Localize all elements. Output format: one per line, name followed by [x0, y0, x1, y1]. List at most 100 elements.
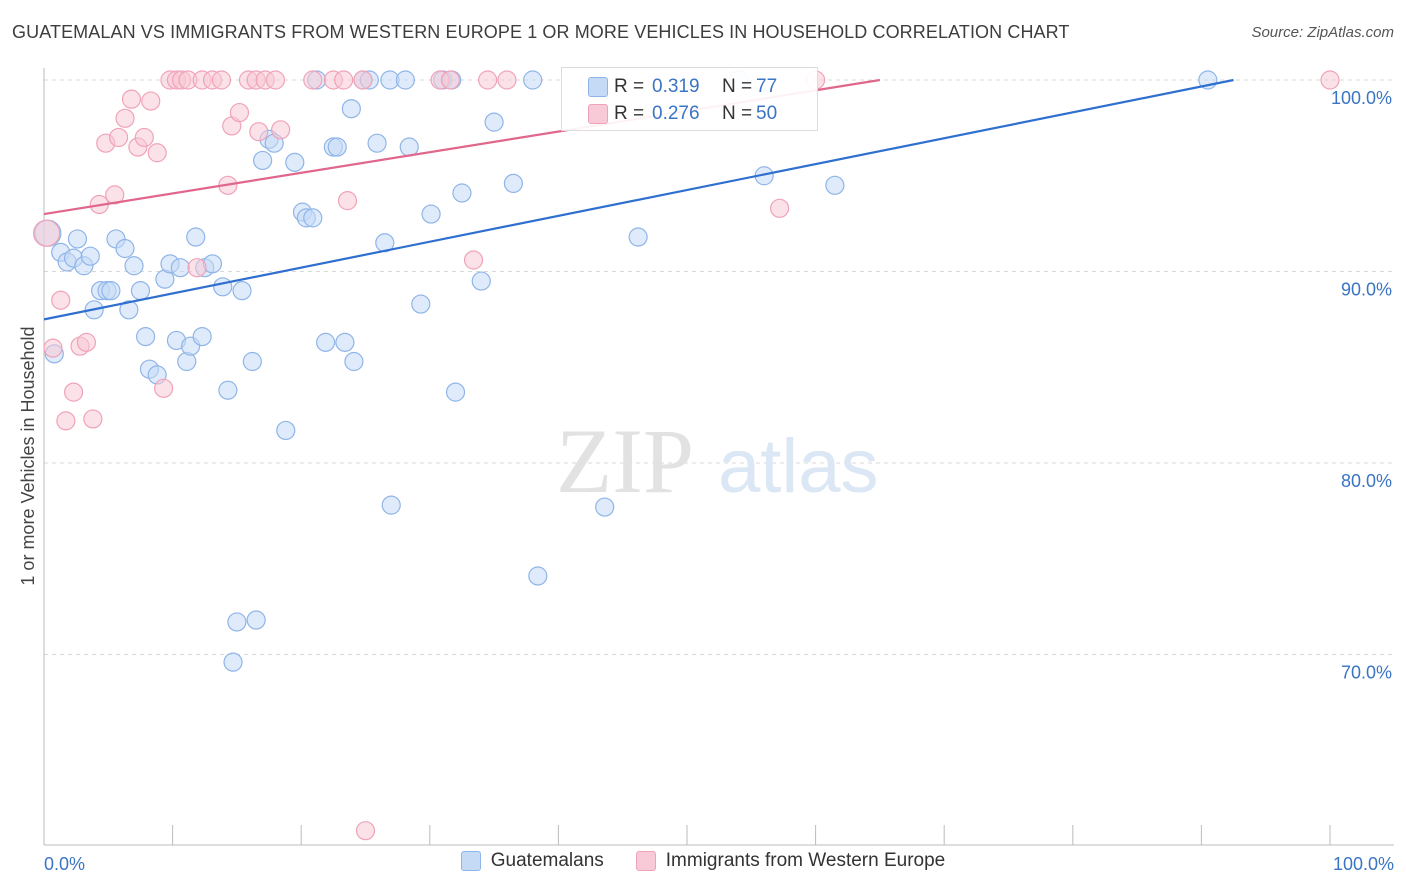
watermark-zip: ZIP: [556, 410, 694, 512]
immigrants-point: [211, 70, 232, 90]
x-tick-label-min: 0.0%: [44, 854, 85, 874]
guatemalans-point: [253, 150, 273, 171]
guatemalans-point: [218, 380, 238, 400]
immigrants-point: [141, 91, 161, 111]
immigrants-point: [337, 191, 358, 211]
guatemalans-point: [367, 133, 387, 153]
guatemalans-point: [421, 204, 441, 224]
guatemalans-point: [232, 281, 252, 301]
guatemalans-point: [285, 152, 305, 172]
axes: [43, 68, 1394, 846]
guatemalans-point: [399, 137, 419, 157]
guatemalans-point: [335, 332, 355, 352]
immigrants-point: [265, 70, 286, 90]
immigrants-point: [271, 120, 291, 140]
legend-swatch-guatemalans: [588, 77, 608, 97]
immigrants-point: [134, 127, 154, 148]
y-tick-label-80: 80.0%: [1341, 471, 1392, 491]
n-label: N =: [722, 76, 753, 97]
guatemalans-point: [327, 137, 347, 157]
immigrants-point: [56, 411, 76, 431]
guatemalans-point: [595, 497, 615, 517]
immigrants-point: [147, 143, 167, 163]
guatemalans-point: [124, 256, 144, 276]
immigrants-point: [440, 70, 460, 90]
guatemalans-trend-line: [43, 78, 1234, 321]
guatemalans-point: [186, 227, 206, 247]
immigrants-point: [478, 70, 498, 90]
series-immigrants-western-europe: [32, 70, 1340, 841]
guatemalans-point: [381, 495, 401, 515]
guatemalans-point: [80, 246, 100, 266]
immigrants-point: [769, 198, 790, 218]
legend-item-guatemalans[interactable]: Guatemalans: [460, 850, 604, 872]
legend-swatch-immigrants: [635, 851, 656, 871]
immigrants-point: [249, 122, 269, 142]
guatemalans-point: [484, 112, 504, 132]
immigrants-point: [303, 70, 323, 90]
immigrants-point: [51, 290, 71, 310]
guatemalans-point: [503, 173, 523, 194]
immigrants-point: [353, 70, 373, 90]
immigrants-point: [32, 219, 61, 247]
legend-item-immigrants[interactable]: Immigrants from Western Europe: [635, 850, 946, 872]
guatemalans-point: [628, 227, 648, 247]
legend-row-immigrants: R = 0.276 N = 50: [588, 103, 778, 125]
n-value-guatemalans: 77: [756, 76, 778, 97]
guatemalans-point: [825, 175, 845, 195]
immigrants-point: [76, 332, 97, 352]
y-tick-label-90: 90.0%: [1341, 280, 1392, 300]
guatemalans-point: [227, 612, 247, 632]
y-tick-label-100: 100.0%: [1331, 88, 1392, 108]
immigrants-point: [229, 102, 250, 123]
immigrants-point: [334, 70, 354, 90]
guatemalans-point: [192, 327, 212, 347]
guatemalans-point: [101, 281, 121, 301]
guatemalans-point: [316, 332, 336, 352]
guatemalans-point: [135, 327, 156, 347]
immigrants-point: [1320, 70, 1340, 90]
guatemalans-point: [242, 351, 262, 372]
guatemalans-point: [246, 610, 266, 630]
guatemalans-point: [341, 99, 361, 119]
immigrants-point: [121, 89, 142, 109]
r-label: R =: [614, 76, 645, 97]
guatemalans-point: [445, 382, 466, 402]
legend-swatch-guatemalans: [460, 851, 481, 871]
immigrants-point: [63, 382, 84, 402]
chart-title: GUATEMALAN VS IMMIGRANTS FROM WESTERN EU…: [12, 22, 1070, 42]
guatemalans-point: [411, 294, 431, 314]
immigrants-point: [115, 108, 135, 128]
series-legend: Guatemalans Immigrants from Western Euro…: [0, 850, 1406, 872]
watermark-atlas: atlas: [718, 424, 879, 509]
series-guatemalans: [34, 70, 1218, 672]
r-value-guatemalans: 0.319: [652, 76, 700, 97]
guatemalans-point: [223, 652, 243, 672]
guatemalans-point: [119, 300, 139, 320]
legend-label-immigrants: Immigrants from Western Europe: [665, 850, 946, 871]
immigrants-point: [43, 338, 63, 358]
legend-label-guatemalans: Guatemalans: [490, 850, 604, 871]
guatemalans-point: [170, 258, 190, 278]
guatemalans-point: [471, 271, 491, 291]
immigrants-point: [187, 258, 207, 278]
guatemalans-point: [528, 566, 548, 586]
r-value-immigrants: 0.276: [652, 103, 700, 124]
immigrants-point: [497, 70, 517, 90]
guatemalans-point: [452, 183, 472, 203]
guatemalans-point: [213, 277, 233, 297]
r-label: R =: [614, 103, 645, 124]
legend-row-guatemalans: R = 0.319 N = 77: [588, 76, 778, 98]
guatemalans-point: [130, 281, 151, 301]
legend-swatch-immigrants: [588, 104, 608, 124]
immigrants-point: [83, 409, 103, 429]
immigrants-point: [355, 821, 376, 841]
guatemalans-point: [276, 420, 296, 441]
source-credit: Source: ZipAtlas.com: [1251, 24, 1394, 41]
y-tick-labels: 70.0% 80.0% 90.0% 100.0%: [1331, 88, 1392, 683]
immigrants-point: [463, 250, 484, 270]
n-value-immigrants: 50: [756, 103, 778, 124]
guatemalans-point: [67, 229, 88, 249]
x-tick-label-max: 100.0%: [1333, 854, 1394, 874]
